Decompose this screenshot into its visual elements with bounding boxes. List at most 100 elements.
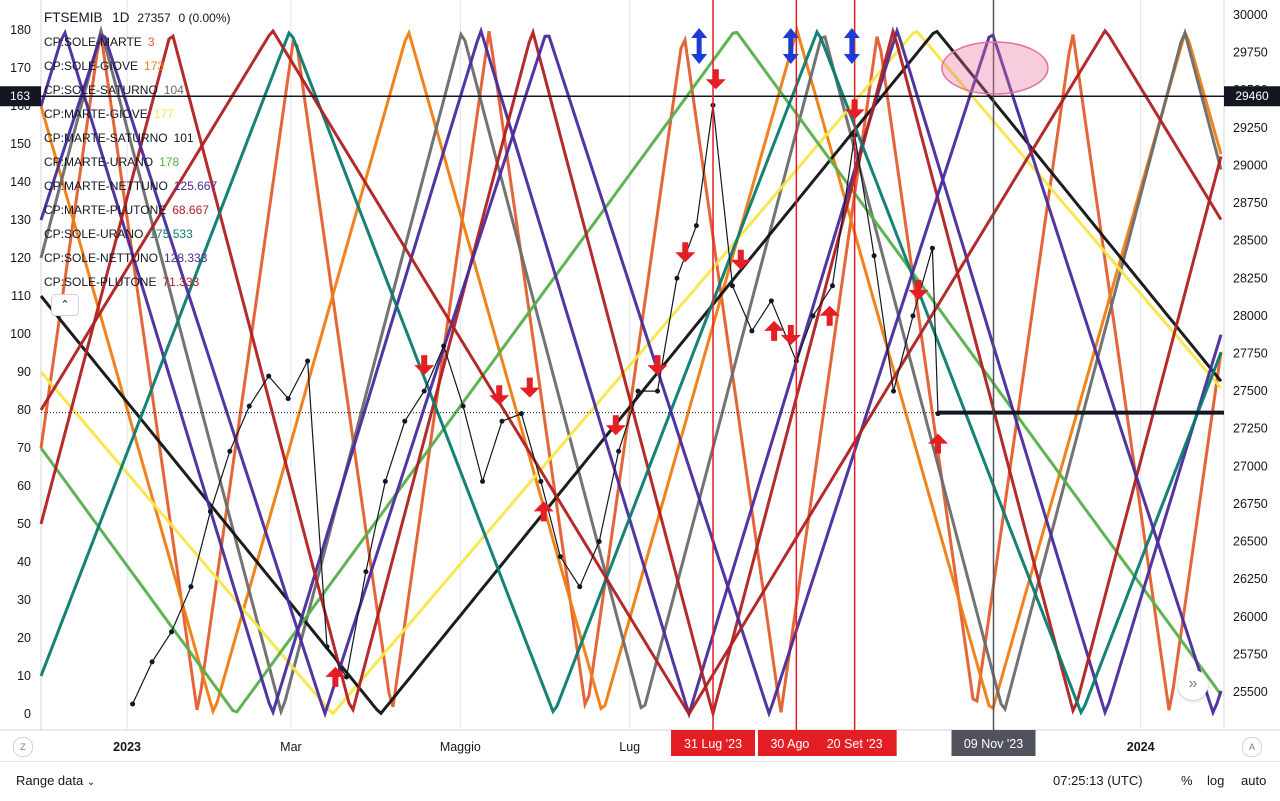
legend-item[interactable]: CP:MARTE-PLUTONE 68.667 [44, 198, 230, 222]
price-point[interactable] [674, 275, 680, 281]
cycle-line[interactable] [39, 24, 1223, 716]
price-point[interactable] [891, 388, 897, 394]
auto-corner-button[interactable]: A [1242, 737, 1262, 757]
cycle-line[interactable] [39, 28, 1223, 716]
right-tick-label: 29750 [1233, 46, 1268, 60]
price-point[interactable] [343, 674, 349, 680]
legend-header[interactable]: FTSEMIB 1D 27357 0 (0.00%) [44, 6, 230, 30]
price-point[interactable] [266, 373, 272, 379]
price-point[interactable] [810, 313, 816, 319]
price-point[interactable] [654, 388, 660, 394]
red-down-arrow[interactable] [844, 99, 865, 120]
legend-item[interactable]: CP:SOLE-SATURNO 104 [44, 78, 230, 102]
legend-item[interactable]: CP:MARTE-GIOVE 177 [44, 102, 230, 126]
price-point[interactable] [935, 411, 941, 417]
red-down-arrow[interactable] [605, 415, 626, 436]
legend-item[interactable]: CP:MARTE-URANO 178 [44, 150, 230, 174]
percent-toggle[interactable]: % [1181, 773, 1193, 788]
legend-item[interactable]: CP:SOLE-URANO 175.533 [44, 222, 230, 246]
corner-right-label: A [1248, 742, 1255, 752]
red-down-arrow[interactable] [780, 325, 801, 346]
cycle-line[interactable] [39, 28, 1223, 717]
red-down-arrow[interactable] [647, 355, 668, 376]
price-point[interactable] [149, 659, 155, 665]
range-data-button[interactable]: Range data ⌄ [16, 773, 95, 788]
price-point[interactable] [829, 283, 835, 289]
cycle-line[interactable] [39, 24, 1223, 717]
price-point[interactable] [871, 253, 877, 259]
price-point[interactable] [518, 411, 524, 417]
log-toggle[interactable]: log [1207, 773, 1225, 788]
price-point[interactable] [246, 403, 252, 409]
chevron-up-icon: ⌃ [60, 299, 70, 311]
blue-double-arrow[interactable] [843, 28, 860, 64]
red-up-arrow[interactable] [325, 666, 346, 687]
price-point[interactable] [130, 701, 136, 707]
price-point[interactable] [305, 358, 311, 364]
price-point[interactable] [324, 644, 330, 650]
legend-item[interactable]: CP:MARTE-SATURNO 101 [44, 126, 230, 150]
red-down-arrow[interactable] [489, 385, 510, 406]
price-point[interactable] [382, 478, 388, 484]
legend-item[interactable]: CP:SOLE-PLUTONE 71.333 [44, 270, 230, 294]
price-point[interactable] [480, 478, 486, 484]
zoom-corner-button[interactable]: Z [13, 737, 33, 757]
scroll-to-realtime-button[interactable]: » [1178, 670, 1208, 700]
price-point[interactable] [596, 539, 602, 545]
price-point[interactable] [169, 629, 175, 635]
price-point[interactable] [729, 283, 735, 289]
red-down-arrow[interactable] [675, 242, 696, 263]
chart-plot[interactable]: 2023MarMaggioLug202418017016015014013012… [0, 0, 1280, 760]
arrow-shape [414, 355, 435, 376]
price-point[interactable] [557, 554, 563, 560]
highlight-ellipse[interactable] [941, 41, 1049, 95]
price-point[interactable] [693, 223, 699, 229]
price-point[interactable] [421, 388, 427, 394]
cycle-line[interactable] [39, 25, 1223, 720]
clock-label[interactable]: 07:25:13 (UTC) [1053, 773, 1143, 788]
price-point[interactable] [538, 478, 544, 484]
price-point[interactable] [635, 388, 641, 394]
price-point[interactable] [499, 418, 505, 424]
red-up-arrow[interactable] [533, 501, 554, 522]
legend-item[interactable]: CP:SOLE-MARTE 3 [44, 30, 230, 54]
red-down-arrow[interactable] [908, 279, 929, 300]
price-point[interactable] [749, 328, 755, 334]
price-point[interactable] [441, 343, 447, 349]
auto-toggle[interactable]: auto [1241, 773, 1267, 788]
red-up-arrow[interactable] [927, 433, 948, 454]
symbol-label[interactable]: FTSEMIB [44, 10, 103, 25]
price-point[interactable] [929, 245, 935, 251]
price-point[interactable] [616, 448, 622, 454]
red-up-arrow[interactable] [764, 320, 785, 341]
cycle-line[interactable] [39, 26, 1223, 720]
price-point[interactable] [285, 396, 291, 402]
arrow-shape [819, 305, 840, 326]
interval-label[interactable]: 1D [112, 10, 130, 25]
red-up-arrow[interactable] [819, 305, 840, 326]
price-point[interactable] [207, 508, 213, 514]
legend-item[interactable]: CP:SOLE-NETTUNO 128.333 [44, 246, 230, 270]
date-marker-label: 30 Ago '2 [770, 737, 822, 751]
price-point[interactable] [227, 448, 233, 454]
blue-double-arrow[interactable] [691, 28, 708, 64]
price-point[interactable] [460, 403, 466, 409]
price-point[interactable] [768, 298, 774, 304]
cycle-line[interactable] [39, 32, 1223, 719]
price-point[interactable] [363, 569, 369, 575]
legend-item[interactable]: CP:SOLE-GIOVE 173 [44, 54, 230, 78]
cycle-line[interactable] [39, 30, 1223, 714]
blue-double-arrow[interactable] [782, 28, 799, 64]
price-line[interactable] [132, 105, 939, 705]
price-point[interactable] [910, 313, 916, 319]
legend-item[interactable]: CP:MARTE-NETTUNO 125.667 [44, 174, 230, 198]
collapse-legend-button[interactable]: ⌃ [51, 294, 79, 316]
price-point[interactable] [188, 584, 194, 590]
red-down-arrow[interactable] [730, 249, 751, 270]
red-down-arrow[interactable] [705, 69, 726, 90]
price-point[interactable] [402, 418, 408, 424]
price-point[interactable] [577, 584, 583, 590]
red-down-arrow[interactable] [414, 355, 435, 376]
red-down-arrow[interactable] [519, 377, 540, 398]
